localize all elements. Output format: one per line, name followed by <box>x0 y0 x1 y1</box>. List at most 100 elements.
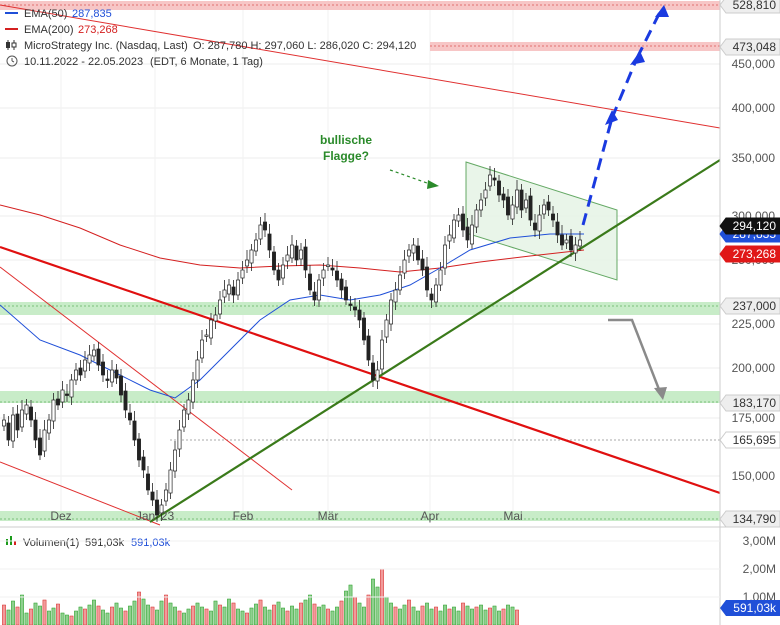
candle <box>29 400 33 427</box>
candle <box>146 466 150 495</box>
price-tag-level: 183,170 <box>719 394 780 412</box>
candle <box>510 196 515 225</box>
volume-bar <box>24 612 29 625</box>
candle <box>78 360 83 381</box>
candle <box>497 175 501 202</box>
grey-arrow <box>608 318 662 393</box>
price-tags: 528,810473,048287,835273,268237,000183,1… <box>719 0 780 528</box>
candle <box>366 329 371 366</box>
volume-bar <box>209 610 213 625</box>
candle <box>380 330 384 374</box>
volume-bar <box>218 604 222 625</box>
candle <box>173 441 177 478</box>
volume-bar <box>267 609 272 625</box>
volume-bar <box>227 598 231 625</box>
price-tag-level: 237,000 <box>719 297 780 315</box>
volume-bar <box>429 608 434 625</box>
candle <box>267 224 272 258</box>
flag-annotation-1: bullische <box>320 133 372 147</box>
volume-bar <box>416 610 420 625</box>
red-thin-channel-lower <box>0 461 161 526</box>
svg-text:183,170: 183,170 <box>733 396 777 410</box>
volume-bar <box>492 605 497 625</box>
candle <box>389 293 393 331</box>
candle <box>119 369 123 402</box>
volume-bar <box>303 599 308 625</box>
candle <box>254 233 258 256</box>
candle <box>501 187 506 208</box>
time-label: Apr <box>421 509 440 523</box>
candle <box>344 280 348 305</box>
candle <box>425 257 429 297</box>
candle <box>348 296 353 311</box>
candle <box>204 329 209 342</box>
volume-bar <box>393 606 398 625</box>
price-tick: 350,000 <box>732 151 776 165</box>
candle <box>290 235 294 263</box>
volume-bar <box>123 610 128 625</box>
candle <box>285 246 290 269</box>
volume-bar <box>461 602 465 625</box>
volume-bar <box>281 607 285 625</box>
volume-bar <box>29 608 33 625</box>
volume-bar <box>92 599 96 625</box>
candle <box>551 206 555 227</box>
candle <box>96 342 101 371</box>
volume-bar <box>452 606 456 625</box>
volume-bar <box>254 603 258 625</box>
volume-bar <box>371 578 375 625</box>
svg-text:528,810: 528,810 <box>733 0 777 12</box>
candle <box>132 411 137 446</box>
candle <box>555 213 560 243</box>
price-tag-level: 473,048 <box>719 38 780 56</box>
time-label: Dez <box>50 509 71 523</box>
green-arrowhead <box>427 180 439 189</box>
candle <box>182 404 186 432</box>
candle <box>533 214 537 237</box>
candle <box>479 193 483 217</box>
volume-bar <box>335 606 339 625</box>
candle <box>47 414 51 440</box>
candle <box>393 282 398 310</box>
volume-bar <box>182 612 186 625</box>
candle <box>83 351 87 378</box>
volume-bar <box>132 600 137 625</box>
time-label: Mär <box>318 509 339 523</box>
volume-bar <box>479 604 483 625</box>
candle <box>150 483 155 506</box>
candle <box>488 166 492 191</box>
volume-bar <box>263 606 267 625</box>
candle <box>506 189 510 220</box>
volume-label: Volumen(1) <box>23 537 79 549</box>
candle <box>11 407 15 448</box>
volume-bar <box>384 596 389 625</box>
volume-bar <box>204 608 209 625</box>
arrowhead-1 <box>605 110 618 125</box>
candle <box>128 404 132 425</box>
candle <box>33 412 38 448</box>
ema50-value: 287,835 <box>72 8 112 20</box>
ema50-label: EMA(50) <box>24 8 67 20</box>
candle <box>470 215 474 249</box>
volume-bar <box>213 600 218 625</box>
volume-bar <box>65 614 69 625</box>
volume-bar <box>474 606 479 625</box>
candle <box>560 225 564 250</box>
candle <box>69 374 74 405</box>
candle <box>65 384 69 402</box>
candle <box>245 250 249 273</box>
volume-bar <box>326 608 330 625</box>
svg-text:294,120: 294,120 <box>733 219 777 233</box>
volume-bar <box>155 609 159 625</box>
volume-bar <box>407 599 411 625</box>
volume-bar <box>38 605 42 625</box>
candle <box>168 462 173 499</box>
price-tick: 175,000 <box>732 411 776 425</box>
candle <box>362 312 366 345</box>
candle <box>443 236 447 275</box>
volume-bar <box>434 606 438 625</box>
ema50-line <box>0 233 584 399</box>
volume-bar <box>389 602 393 625</box>
